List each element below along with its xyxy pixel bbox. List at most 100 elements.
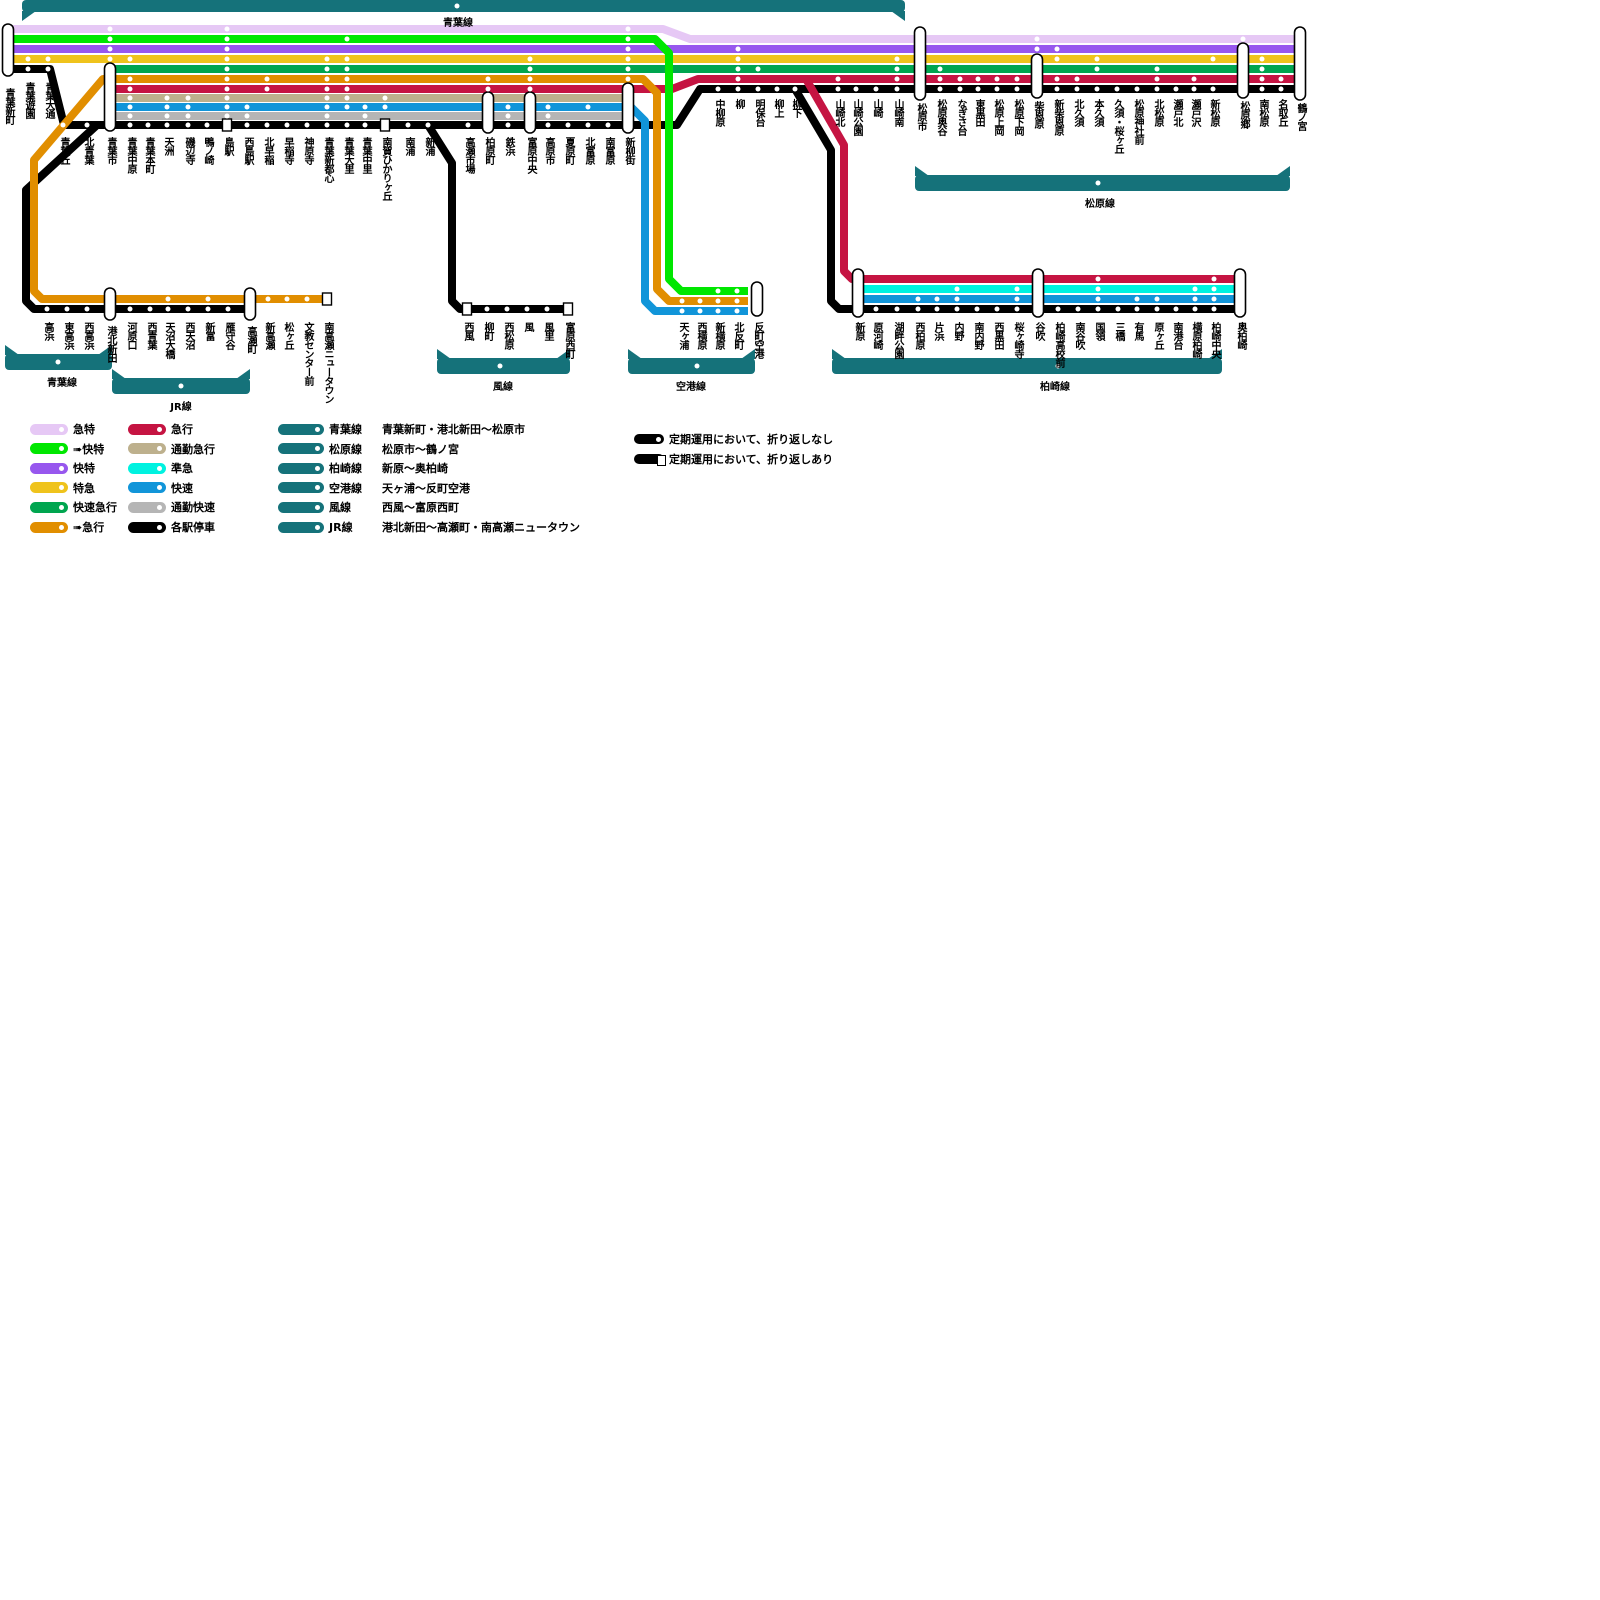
stop-dot xyxy=(545,113,551,119)
stop-dot xyxy=(344,66,350,72)
stop-dot xyxy=(127,56,133,62)
stop-dot xyxy=(715,298,721,304)
train-type-swatch xyxy=(30,423,68,435)
station-dot xyxy=(735,86,741,92)
station-turnback-marker xyxy=(562,302,574,316)
legend-note: 定期運用において、折り返しなし xyxy=(634,432,833,446)
stop-dot xyxy=(1054,76,1060,82)
stop-dot xyxy=(324,95,330,101)
line-range: 青葉新町・港北新田～松原市 xyxy=(382,423,525,436)
turnback-none-icon xyxy=(656,436,661,442)
train-type-label: ➠急行 xyxy=(73,521,105,534)
stop-dot xyxy=(1240,36,1246,42)
station-major-marker xyxy=(481,91,495,134)
station-dot xyxy=(934,306,940,312)
station-dot xyxy=(894,306,900,312)
station-dot xyxy=(915,306,921,312)
line-range: 西風～富原西町 xyxy=(382,501,459,515)
line-swatch xyxy=(278,423,324,435)
stop-dot xyxy=(735,66,741,72)
stop-dot xyxy=(715,288,721,294)
stop-dot xyxy=(735,46,741,52)
station-dot xyxy=(264,122,270,128)
legend-train-type: 快速 xyxy=(128,481,193,495)
stop-dot xyxy=(344,104,350,110)
station-major-marker xyxy=(913,26,927,101)
banner-bar-空港線 xyxy=(628,358,755,374)
stop-dot xyxy=(585,104,591,110)
station-dot-icon xyxy=(157,524,162,530)
stop-dot xyxy=(107,56,113,62)
stop-dot xyxy=(937,76,943,82)
station-dot xyxy=(937,86,943,92)
banner-tab xyxy=(1208,349,1222,359)
legend-line: 松原線 松原市～鶴ノ宮 xyxy=(278,442,459,456)
station-dot-icon xyxy=(157,446,162,452)
station-turnback-marker xyxy=(221,118,233,132)
station-major-marker xyxy=(750,281,764,317)
note-swatch xyxy=(634,454,666,466)
train-type-label: 快特 xyxy=(73,462,95,476)
stop-dot xyxy=(344,36,350,42)
stop-dot xyxy=(382,104,388,110)
train-type-swatch xyxy=(30,521,68,533)
stop-dot xyxy=(264,76,270,82)
line-name: 柏崎線 xyxy=(329,462,362,476)
stop-dot xyxy=(224,113,230,119)
route-line-kyutoku xyxy=(8,25,1301,43)
station-dot xyxy=(1014,86,1020,92)
stop-dot xyxy=(1154,76,1160,82)
stop-dot xyxy=(1154,296,1160,302)
banner-bar-風線 xyxy=(437,358,570,374)
route-map-svg xyxy=(1,0,1307,394)
station-major-marker xyxy=(523,91,537,134)
stop-dot xyxy=(1034,36,1040,42)
legend-line: 空港線 天ヶ浦～反町空港 xyxy=(278,481,470,495)
route-line-kakueki xyxy=(8,65,1301,129)
station-dot xyxy=(994,306,1000,312)
legend-train-type: 急行 xyxy=(128,422,193,436)
stop-dot xyxy=(1154,66,1160,72)
station-dot xyxy=(344,122,350,128)
banner-tab xyxy=(915,166,929,176)
station-dot xyxy=(205,306,211,312)
stop-dot xyxy=(224,86,230,92)
stop-dot xyxy=(1259,66,1265,72)
station-dot xyxy=(127,306,133,312)
legend-note: 定期運用において、折り返しあり xyxy=(634,452,833,466)
line-swatch xyxy=(278,482,324,494)
station-dot xyxy=(185,122,191,128)
banner-tab xyxy=(98,345,112,355)
stop-dot xyxy=(485,76,491,82)
banner-dot xyxy=(55,359,61,365)
legend: 急特 ➠快特 快特 特急 快速急行 ➠急行 急行 通勤急行 準急 快速 通勤快速 各駅停車 青葉線 青葉新… xyxy=(30,420,1030,560)
stop-dot xyxy=(1095,296,1101,302)
train-type-swatch xyxy=(30,482,68,494)
station-dot xyxy=(44,306,50,312)
station-dot xyxy=(64,306,70,312)
train-type-swatch xyxy=(128,443,166,455)
stop-dot xyxy=(185,104,191,110)
stop-dot xyxy=(1211,276,1217,282)
stop-dot xyxy=(625,56,631,62)
station-dot xyxy=(1134,306,1140,312)
stop-dot xyxy=(224,56,230,62)
legend-line: 風線 西風～富原西町 xyxy=(278,500,459,514)
station-dot xyxy=(774,86,780,92)
line-name: 風線 xyxy=(329,501,351,515)
station-dot xyxy=(1173,306,1179,312)
station-dot xyxy=(1192,306,1198,312)
station-major-marker xyxy=(1236,42,1250,99)
train-type-label: 準急 xyxy=(171,462,193,476)
banner-tab xyxy=(832,349,846,359)
stop-dot xyxy=(344,76,350,82)
stop-dot xyxy=(344,56,350,62)
line-swatch xyxy=(278,443,324,455)
stop-dot xyxy=(527,56,533,62)
station-dot xyxy=(505,122,511,128)
note-swatch xyxy=(634,434,664,444)
legend-train-type: 通勤快速 xyxy=(128,500,215,514)
station-major-marker xyxy=(1233,268,1247,318)
station-dot-icon xyxy=(315,446,320,452)
stop-dot xyxy=(224,66,230,72)
